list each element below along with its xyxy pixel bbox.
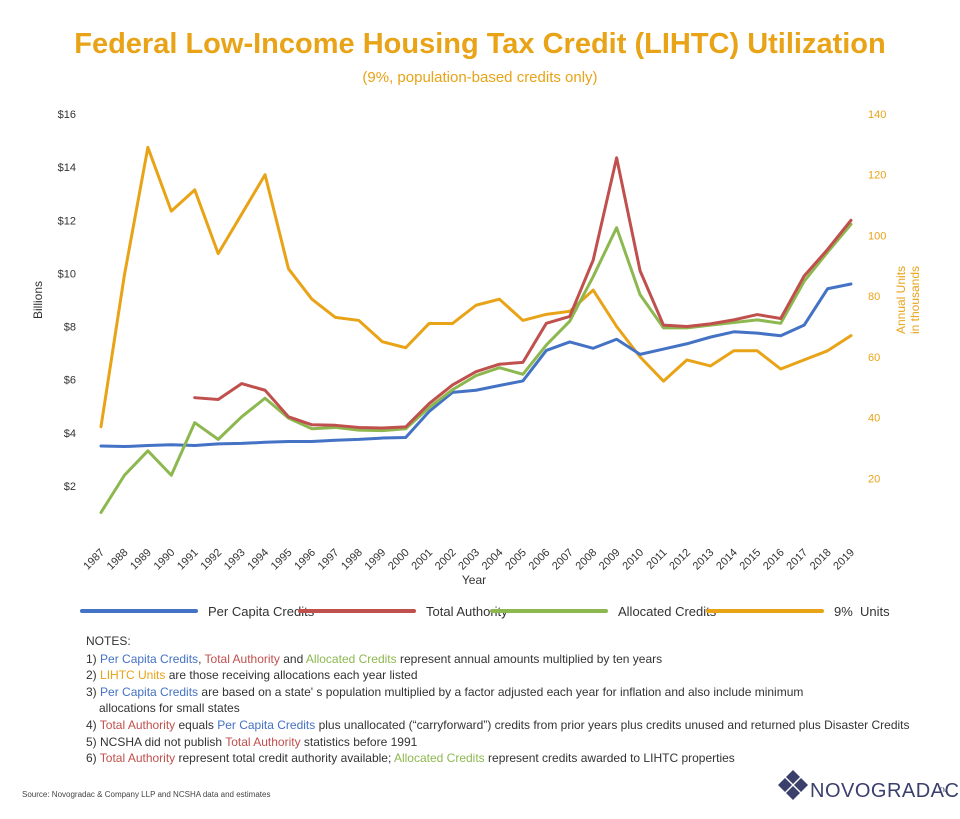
y2-tick-label: 120 <box>868 170 886 182</box>
legend-label-total-authority: Total Authority <box>426 603 508 619</box>
legend-label-per-capita: Per Capita Credits <box>208 603 315 619</box>
series-line-2 <box>99 222 853 514</box>
legend-swatch-allocated <box>490 609 608 613</box>
x-tick-label: 1998 <box>339 547 365 573</box>
x-tick-label: 1989 <box>128 547 154 573</box>
notes-header: NOTES: <box>86 634 131 648</box>
line-chart: $2 $4 $6 $8 $10 $12 $14 $16 20 40 60 80 100 120 140 1… <box>31 109 922 587</box>
legend-item-allocated: Allocated Credits <box>490 603 716 619</box>
y2-tick-label: 140 <box>868 109 886 121</box>
y-axis-left: $2 $4 $6 $8 $10 $12 $14 $16 <box>58 109 76 493</box>
x-tick-label: 2016 <box>761 547 787 573</box>
y-axis-label: Billions <box>31 281 45 319</box>
legend-label-units: 9% Units <box>834 603 890 619</box>
series-lines <box>99 145 853 514</box>
series-line-1 <box>193 156 853 430</box>
x-tick-label: 2017 <box>784 547 810 573</box>
x-tick-label: 2006 <box>527 547 553 573</box>
y-tick-label: $12 <box>58 215 76 227</box>
x-tick-label: 1993 <box>222 547 248 573</box>
note-3: 3) Per Capita Credits are based on a sta… <box>86 684 804 699</box>
series-line-3 <box>99 145 853 429</box>
x-tick-label: 1999 <box>363 547 389 573</box>
x-tick-label: 2000 <box>386 547 412 573</box>
legend-label-allocated: Allocated Credits <box>618 603 717 619</box>
legend-item-total-authority: Total Authority <box>298 603 508 619</box>
note-1: 1) Per Capita Credits, Total Authority a… <box>86 651 663 666</box>
legend-swatch-per-capita <box>80 609 198 613</box>
y-tick-label: $2 <box>64 481 76 493</box>
y-tick-label: $4 <box>64 428 76 440</box>
logo-tm: TM <box>939 788 948 794</box>
y-tick-label: $14 <box>58 162 76 174</box>
y2-tick-label: 40 <box>868 413 880 425</box>
y2-tick-label: 20 <box>868 473 880 485</box>
x-tick-label: 2018 <box>808 547 834 573</box>
x-tick-label: 1987 <box>81 547 107 573</box>
x-tick-label: 2009 <box>597 547 623 573</box>
legend: Per Capita Credits Total Authority Alloc… <box>80 603 890 619</box>
y2-tick-label: 60 <box>868 352 880 364</box>
x-tick-label: 1995 <box>269 547 295 573</box>
x-tick-label: 1990 <box>152 547 178 573</box>
logo-text: NOVOGRADAC <box>810 780 960 802</box>
x-axis-label: Year <box>462 573 486 587</box>
x-tick-label: 2004 <box>480 547 506 573</box>
y-tick-label: $16 <box>58 109 76 121</box>
source-note: Source: Novogradac & Company LLP and NCS… <box>22 790 271 799</box>
x-axis: 1987198819891990199119921993199419951996… <box>81 547 857 573</box>
chart-title: Federal Low-Income Housing Tax Credit (L… <box>74 28 886 60</box>
x-tick-label: 2012 <box>667 547 693 573</box>
note-3-continued: allocations for small states <box>99 701 240 716</box>
x-tick-label: 2003 <box>456 547 482 573</box>
x-tick-label: 1988 <box>105 547 131 573</box>
x-tick-label: 2010 <box>620 547 646 573</box>
x-tick-label: 2019 <box>831 547 857 573</box>
x-tick-label: 2014 <box>714 547 740 573</box>
x-tick-label: 1991 <box>175 547 201 573</box>
y2-tick-label: 80 <box>868 291 880 303</box>
chart-subtitle: (9%, population-based credits only) <box>362 69 598 86</box>
y2-axis-label-line2: in thousands <box>908 266 922 334</box>
legend-swatch-total-authority <box>298 609 416 613</box>
x-tick-label: 1997 <box>316 547 342 573</box>
x-tick-label: 2015 <box>738 547 764 573</box>
y-tick-label: $8 <box>64 322 76 334</box>
x-tick-label: 2013 <box>691 547 717 573</box>
series-line-0 <box>99 282 853 449</box>
y2-tick-label: 100 <box>868 230 886 242</box>
x-tick-label: 1996 <box>292 547 318 573</box>
y2-axis-label-line1: Annual Units <box>894 266 908 334</box>
legend-swatch-units <box>706 609 824 613</box>
x-tick-label: 1994 <box>245 547 271 573</box>
note-6: 6) Total Authority represent total credi… <box>86 751 735 766</box>
y-tick-label: $6 <box>64 375 76 387</box>
note-4: 4) Total Authority equals Per Capita Cre… <box>86 717 910 732</box>
novogradac-logo: NOVOGRADAC TM <box>778 770 959 806</box>
notes: NOTES: 1) Per Capita Credits, Total Auth… <box>86 633 926 767</box>
y-axis-right: 20 40 60 80 100 120 140 <box>868 109 886 485</box>
x-tick-label: 2005 <box>503 547 529 573</box>
note-2: 2) LIHTC Units are those receiving alloc… <box>86 668 418 683</box>
legend-item-units: 9% Units <box>706 603 890 619</box>
legend-item-per-capita: Per Capita Credits <box>80 603 314 619</box>
y-tick-label: $10 <box>58 268 76 280</box>
logo-diamond-icon <box>778 770 808 800</box>
x-tick-label: 1992 <box>199 547 225 573</box>
x-tick-label: 2011 <box>644 547 669 572</box>
x-tick-label: 2008 <box>574 547 600 573</box>
x-tick-label: 2001 <box>409 547 435 573</box>
x-tick-label: 2002 <box>433 547 459 573</box>
note-5: 5) NCSHA did not publish Total Authority… <box>86 734 418 749</box>
x-tick-label: 2007 <box>550 547 576 573</box>
